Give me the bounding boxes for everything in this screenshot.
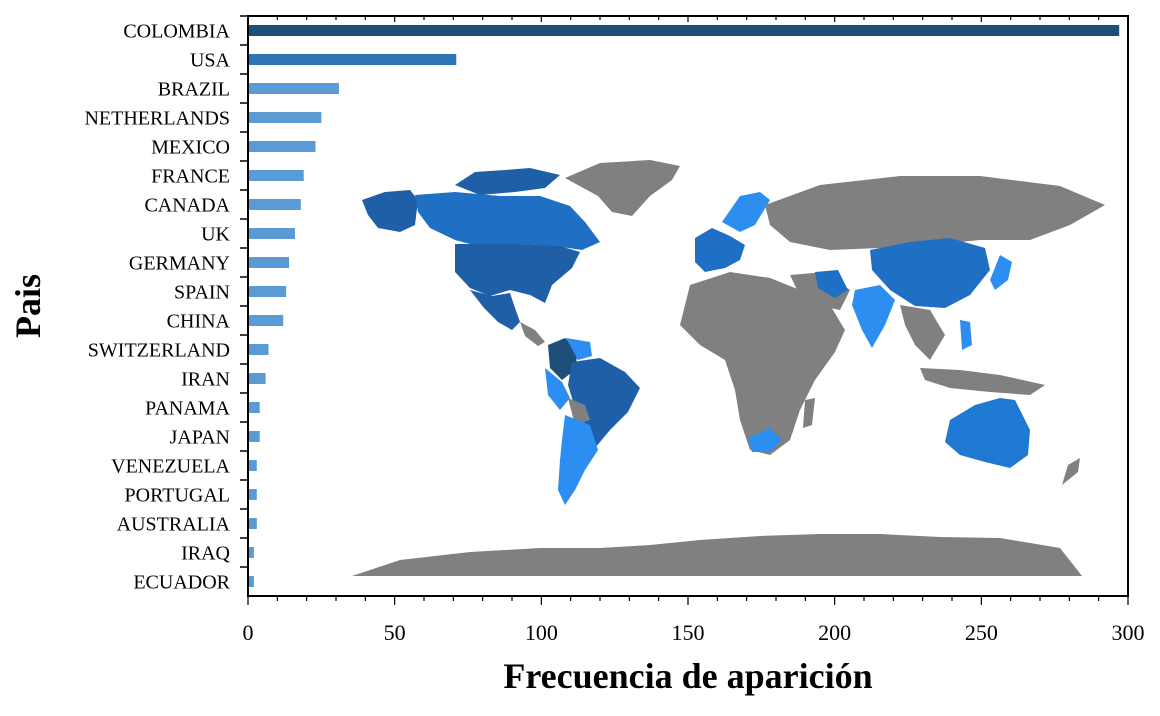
category-label-uk: UK: [201, 224, 230, 246]
bar-iran: [249, 373, 266, 384]
axis-ticks-group: [240, 15, 1129, 605]
world-map-background: [352, 160, 1105, 576]
map-iran: [815, 270, 848, 298]
bar-brazil: [249, 83, 339, 94]
map-arctic-islands: [455, 168, 560, 195]
category-label-iran: IRAN: [181, 369, 230, 391]
x-tick-label: 250: [965, 620, 998, 645]
category-label-ecuador: ECUADOR: [133, 572, 230, 594]
map-japan: [990, 255, 1012, 290]
bar-germany: [249, 257, 290, 268]
map-africa: [680, 272, 845, 455]
bar-japan: [249, 431, 260, 442]
category-label-colombia: COLOMBIA: [123, 21, 230, 43]
map-europe-west: [695, 228, 745, 272]
map-mexico: [470, 290, 520, 330]
map-russia: [765, 176, 1105, 250]
bar-australia: [249, 518, 257, 529]
category-labels-group: COLOMBIA USA BRAZIL NETHERLANDS MEXICO FRANCE…: [84, 21, 230, 594]
bar-ecuador: [249, 576, 254, 587]
bar-iraq: [249, 547, 254, 558]
x-tick-label: 300: [1112, 620, 1145, 645]
x-tick-label: 50: [384, 620, 406, 645]
category-label-panama: PANAMA: [145, 398, 230, 420]
map-usa: [455, 244, 580, 303]
category-label-australia: AUSTRALIA: [117, 514, 231, 536]
map-greenland: [565, 160, 680, 216]
category-label-mexico: MEXICO: [151, 137, 230, 159]
category-label-canada: CANADA: [144, 195, 230, 217]
bar-china: [249, 315, 284, 326]
map-southern-cone: [558, 415, 598, 505]
category-label-japan: JAPAN: [170, 427, 230, 449]
x-tick-label: 200: [818, 620, 851, 645]
category-label-usa: USA: [190, 50, 231, 72]
map-madagascar: [803, 398, 815, 428]
map-se-asia: [900, 305, 945, 360]
category-label-iraq: IRAQ: [181, 543, 230, 565]
x-tick-label: 150: [672, 620, 705, 645]
category-label-switzerland: SWITZERLAND: [88, 340, 230, 362]
x-tick-label: 100: [525, 620, 558, 645]
bar-mexico: [249, 141, 316, 152]
map-china: [870, 238, 990, 308]
map-south-africa: [748, 428, 782, 452]
bars-group: [249, 25, 1120, 587]
bar-panama: [249, 402, 260, 413]
category-label-venezuela: VENEZUELA: [111, 456, 230, 478]
map-australia: [945, 398, 1030, 468]
map-central-america: [520, 322, 545, 346]
bar-venezuela: [249, 460, 257, 471]
bar-france: [249, 170, 304, 181]
map-canada: [415, 192, 600, 250]
x-tick-label: 0: [243, 620, 254, 645]
y-axis-title: Pais: [8, 274, 48, 338]
category-label-netherlands: NETHERLANDS: [84, 108, 230, 130]
map-scandinavia: [722, 192, 770, 232]
bar-usa: [249, 54, 457, 65]
map-new-zealand: [1062, 458, 1080, 485]
map-philippines: [960, 320, 972, 350]
category-label-brazil: BRAZIL: [158, 79, 230, 101]
map-antarctica: [352, 534, 1082, 576]
category-label-spain: SPAIN: [174, 282, 230, 304]
map-indonesia: [920, 368, 1045, 395]
map-colombia: [548, 338, 578, 380]
bar-netherlands: [249, 112, 322, 123]
bar-switzerland: [249, 344, 269, 355]
bar-canada: [249, 199, 301, 210]
category-label-france: FRANCE: [151, 166, 230, 188]
category-label-portugal: PORTUGAL: [125, 485, 230, 507]
map-bolivia: [568, 398, 590, 425]
bar-spain: [249, 286, 287, 297]
map-india: [852, 285, 895, 348]
x-tick-labels-group: 0 50 100 150 200 250 300: [243, 620, 1145, 645]
x-axis-title: Frecuencia de aparición: [503, 656, 872, 696]
category-label-germany: GERMANY: [129, 253, 230, 275]
bar-uk: [249, 228, 295, 239]
map-venezuela: [566, 338, 592, 360]
map-peru: [545, 368, 570, 410]
bar-colombia: [249, 25, 1120, 36]
map-alaska: [362, 190, 418, 232]
category-label-china: CHINA: [167, 311, 231, 333]
bar-portugal: [249, 489, 257, 500]
